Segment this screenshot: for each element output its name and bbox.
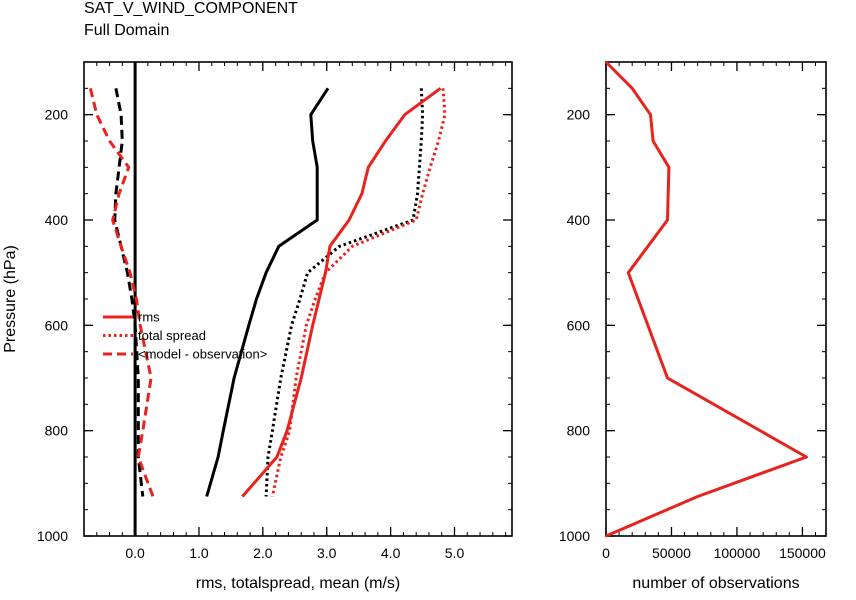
x-tick-label: 0 bbox=[602, 545, 610, 561]
legend-label: rms bbox=[138, 310, 160, 325]
y-tick-label: 600 bbox=[45, 317, 69, 333]
y-tick-label: 400 bbox=[45, 212, 69, 228]
y-tick-label: 400 bbox=[567, 212, 591, 228]
x-axis-label: number of observations bbox=[632, 575, 799, 592]
y-tick-label: 800 bbox=[567, 423, 591, 439]
plot-frame bbox=[83, 61, 513, 537]
legend-label: total spread bbox=[138, 328, 206, 343]
unlabeled-black-series-line bbox=[205, 87, 330, 497]
unlabeled-black-series-line bbox=[113, 88, 145, 497]
x-tick-label: 100000 bbox=[714, 545, 761, 561]
x-tick-label: 150000 bbox=[779, 545, 826, 561]
x-tick-label: 2.0 bbox=[253, 545, 273, 561]
chart-title: SAT_V_WIND_COMPONENT bbox=[84, 0, 298, 17]
y-tick-label: 800 bbox=[45, 423, 69, 439]
x-tick-label: 3.0 bbox=[317, 545, 337, 561]
y-tick-label: 200 bbox=[45, 107, 69, 123]
x-tick-label: 50000 bbox=[652, 545, 691, 561]
y-tick-label: 200 bbox=[567, 107, 591, 123]
x-tick-label: 4.0 bbox=[381, 545, 401, 561]
y-tick-label: 600 bbox=[567, 317, 591, 333]
y-axis-label: Pressure (hPa) bbox=[2, 245, 19, 353]
total-spread-red-series-line bbox=[270, 88, 447, 497]
x-tick-label: 5.0 bbox=[445, 545, 465, 561]
legend-label: <model - observation> bbox=[138, 347, 267, 362]
y-tick-label: 1000 bbox=[559, 528, 590, 544]
unlabeled-black-series-line bbox=[264, 88, 425, 497]
chart-subtitle: Full Domain bbox=[84, 22, 170, 39]
x-axis-label: rms, totalspread, mean (m/s) bbox=[196, 575, 401, 592]
unlabeled-red-series-line bbox=[604, 60, 808, 538]
y-tick-label: 1000 bbox=[37, 528, 68, 544]
x-tick-label: 1.0 bbox=[189, 545, 209, 561]
model-observation-red-series-line bbox=[88, 87, 155, 498]
x-tick-label: 0.0 bbox=[125, 545, 145, 561]
